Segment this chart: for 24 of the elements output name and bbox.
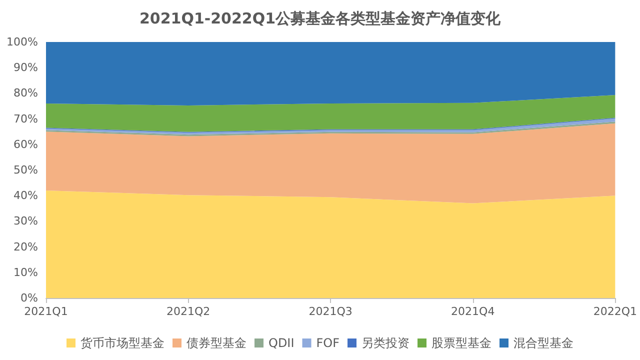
legend-label: 货币市场型基金 — [80, 336, 164, 350]
chart-title: 2021Q1-2022Q1公募基金各类型基金资产净值变化 — [139, 10, 502, 28]
x-tick-label: 2021Q1 — [24, 305, 68, 318]
x-tick-label: 2021Q3 — [308, 305, 352, 318]
legend-label: FOF — [316, 336, 340, 350]
y-tick-label: 100% — [6, 36, 38, 48]
y-tick-label: 20% — [14, 240, 38, 254]
y-tick-label: 40% — [14, 189, 38, 202]
legend-label: 另类投资 — [362, 336, 410, 350]
x-tick-label: 2022Q1 — [593, 305, 638, 318]
y-tick-label: 60% — [14, 138, 38, 151]
y-tick-label: 80% — [14, 86, 38, 100]
y-tick-label: 50% — [14, 164, 38, 176]
x-tick-label: 2021Q2 — [166, 305, 210, 318]
legend-label: QDII — [268, 336, 294, 350]
y-tick-label: 10% — [14, 266, 38, 279]
x-tick-label: 2021Q4 — [451, 305, 495, 318]
legend-label: 股票型基金 — [432, 336, 492, 350]
y-tick-label: 0% — [20, 292, 38, 304]
y-tick-label: 90% — [14, 61, 38, 74]
y-tick-label: 70% — [14, 112, 38, 126]
y-tick-label: 30% — [14, 214, 38, 228]
legend-label: 债券型基金 — [186, 336, 246, 350]
legend-label: 混合型基金 — [514, 336, 574, 350]
